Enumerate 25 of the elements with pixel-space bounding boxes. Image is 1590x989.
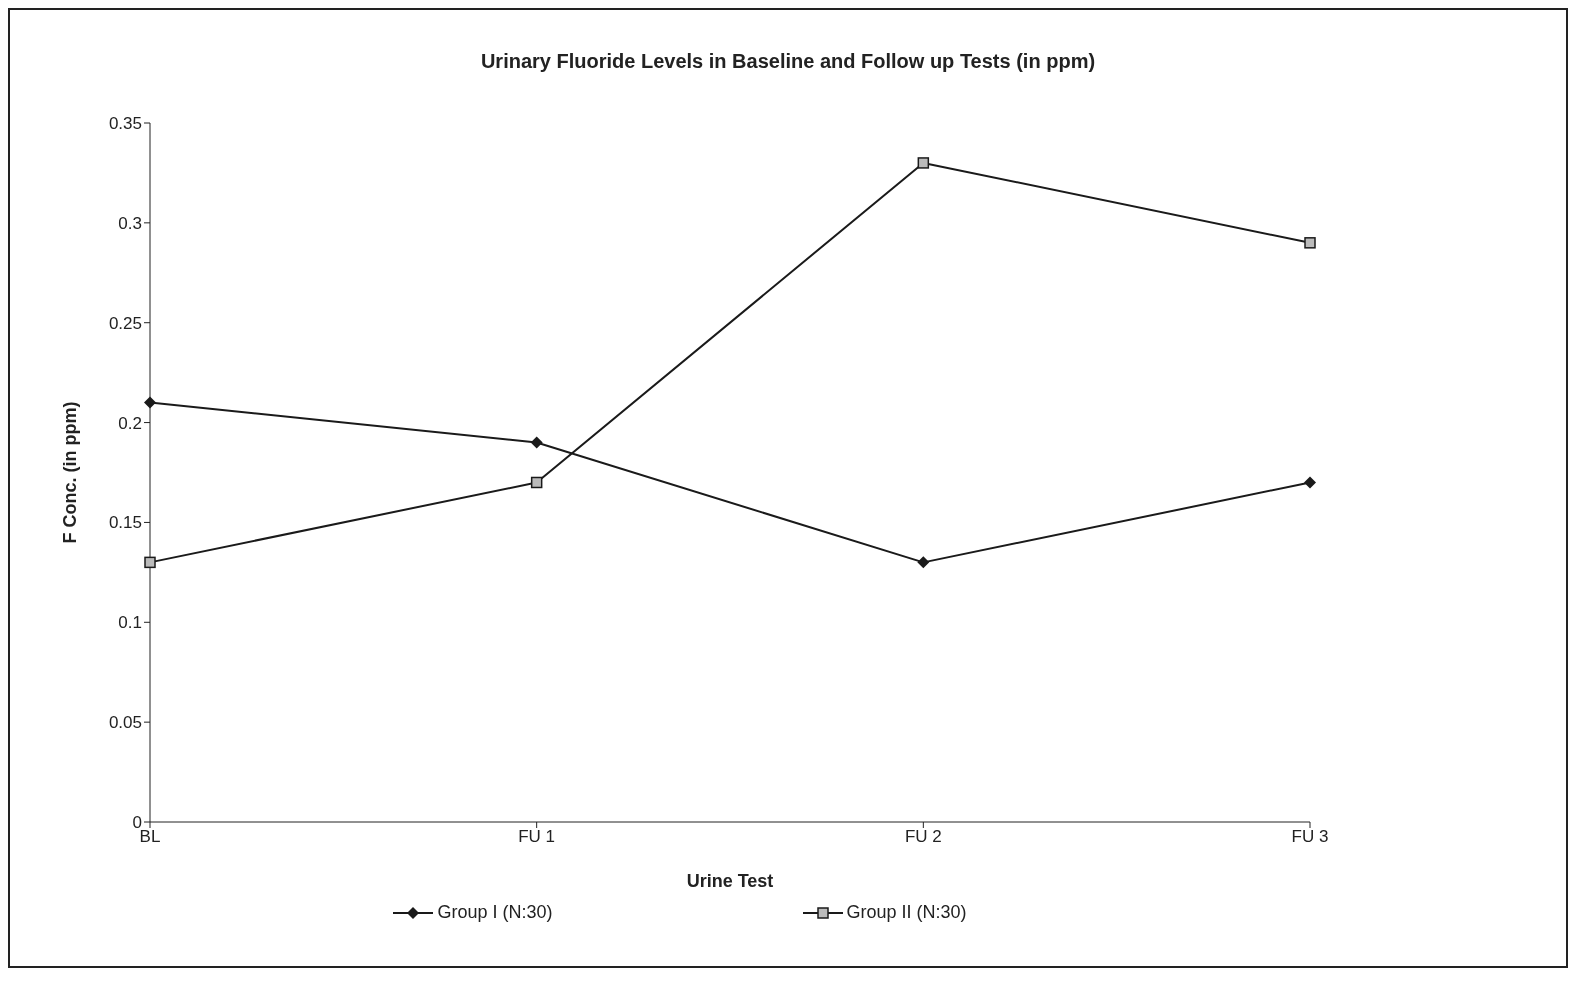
y-tick-label: 0.25	[108, 313, 142, 333]
y-tick-label: 0	[132, 813, 142, 833]
point	[917, 556, 930, 569]
point	[144, 556, 156, 569]
chart-title: Urinary Fluoride Levels in Baseline and Follow up Tests (in ppm)	[479, 50, 1097, 73]
point	[530, 436, 543, 449]
y-tick-label: 0.3	[118, 213, 142, 233]
point	[530, 476, 543, 489]
legend-label: Group I (N:30)	[437, 902, 553, 923]
y-tick-label: 0.05	[108, 713, 142, 733]
x-tick-label: BL	[139, 827, 161, 847]
point	[144, 396, 156, 409]
legend-label: Group II (N:30)	[846, 902, 967, 923]
y-tick-label: 0.2	[118, 413, 142, 433]
x-tick-label: FU 2	[904, 827, 942, 847]
point	[917, 157, 930, 169]
x-axis-title: Urine Test	[686, 871, 774, 891]
point	[1304, 237, 1316, 249]
y-axis-title: F Conc. (in ppm)	[60, 401, 81, 544]
y-tick-label: 0.15	[108, 513, 142, 533]
y-tick-label: 0.1	[118, 613, 142, 633]
x-tick-label: FU 3	[1291, 827, 1329, 847]
x-tick-label: FU 1	[518, 827, 556, 847]
y-tick-label: 0.35	[108, 114, 142, 134]
point	[1304, 476, 1316, 489]
